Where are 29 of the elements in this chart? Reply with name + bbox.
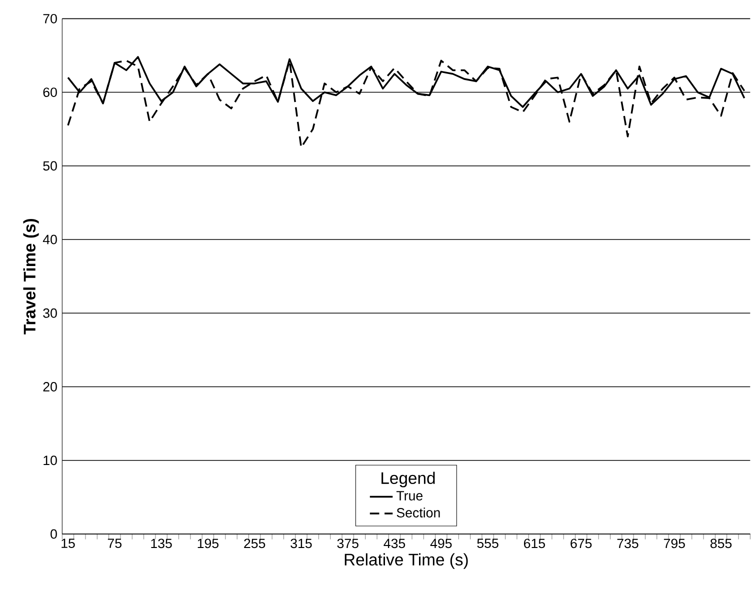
x-tick-label: 135 xyxy=(151,538,172,548)
x-tick-label: 795 xyxy=(664,538,685,548)
y-tick-label: 50 xyxy=(43,161,57,171)
x-axis-title: Relative Time (s) xyxy=(344,553,468,569)
y-tick-label: 70 xyxy=(43,14,57,24)
x-tick-label: 375 xyxy=(337,538,358,548)
x-tick-label: 195 xyxy=(198,538,218,548)
y-tick-label: 10 xyxy=(44,456,57,466)
x-tick-label: 675 xyxy=(570,538,592,548)
y-tick-label: 0 xyxy=(50,529,57,539)
x-tick-label: 555 xyxy=(477,538,498,548)
y-tick-label: 20 xyxy=(43,382,57,392)
x-tick-label: 255 xyxy=(244,538,266,548)
legend-label: True xyxy=(396,491,423,500)
legend-title: Legend xyxy=(382,472,435,488)
x-tick-label: 615 xyxy=(524,538,546,548)
x-tick-label: 495 xyxy=(430,538,452,548)
x-tick-label: 75 xyxy=(108,538,122,548)
x-tick-label: 855 xyxy=(710,538,732,548)
y-tick-label: 40 xyxy=(42,234,57,244)
x-tick-label: 15 xyxy=(62,538,75,548)
legend-label: Section xyxy=(396,508,440,518)
y-axis-title: Travel Time (s) xyxy=(23,218,39,334)
x-tick-label: 315 xyxy=(290,538,312,548)
x-tick-label: 435 xyxy=(384,538,406,548)
y-tick-label: 30 xyxy=(43,308,57,318)
x-tick-label: 735 xyxy=(617,538,638,548)
line-series xyxy=(67,60,746,148)
y-tick-label: 60 xyxy=(43,88,57,97)
